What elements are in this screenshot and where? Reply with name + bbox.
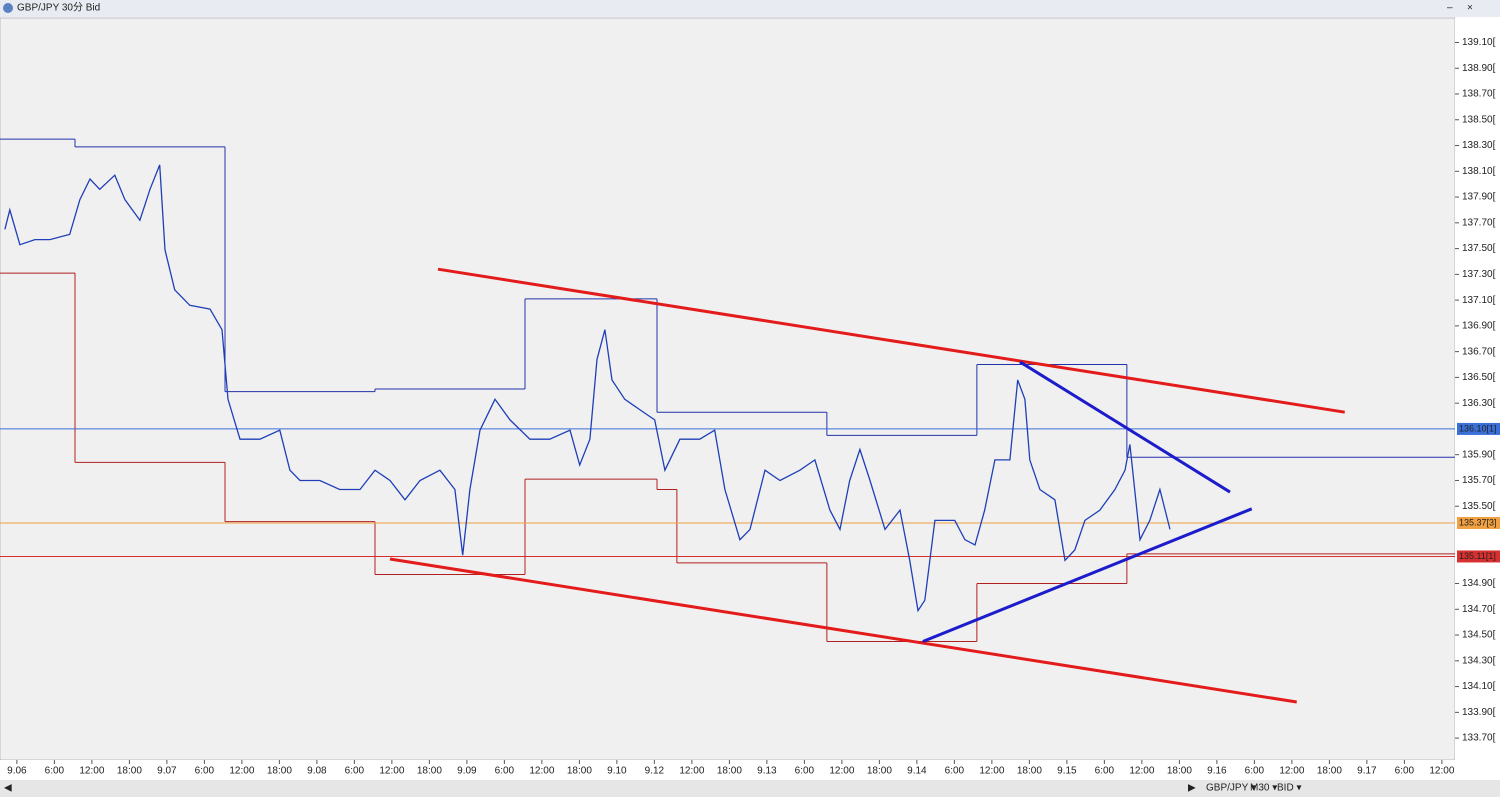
x-tick-label: 6:00: [945, 766, 965, 777]
x-tick-label: 6:00: [495, 766, 515, 777]
x-tick-label: 6:00: [795, 766, 815, 777]
y-tick-label: 139.10[: [1462, 37, 1496, 48]
x-tick-label: 6:00: [45, 766, 65, 777]
x-tick-label: 18:00: [1317, 766, 1342, 777]
x-tick-label: 18:00: [417, 766, 442, 777]
y-tick-label: 133.70[: [1462, 733, 1496, 744]
x-tick-label: 9.12: [645, 766, 665, 777]
y-tick-label: 136.50[: [1462, 372, 1496, 383]
time-axis: [0, 760, 1500, 780]
y-tick-label: 134.30[: [1462, 655, 1496, 666]
trendline: [389, 557, 1297, 704]
x-tick-label: 6:00: [1095, 766, 1115, 777]
y-tick-label: 136.90[: [1462, 321, 1496, 332]
y-tick-label: 137.90[: [1462, 192, 1496, 203]
x-tick-label: 9.10: [607, 766, 627, 777]
x-tick-label: 12:00: [679, 766, 704, 777]
x-tick-label: 6:00: [1395, 766, 1415, 777]
x-tick-label: 18:00: [867, 766, 892, 777]
x-tick-label: 6:00: [345, 766, 365, 777]
x-tick-label: 9.16: [1207, 766, 1227, 777]
price-axis: [1455, 18, 1500, 760]
y-tick-label: 134.70[: [1462, 604, 1496, 615]
window-title: GBP/JPY 30分 Bid: [17, 2, 100, 14]
scroll-right[interactable]: ▶: [1188, 783, 1196, 794]
side-selector[interactable]: BID ▾: [1277, 783, 1301, 794]
trendline: [437, 267, 1345, 414]
x-tick-label: 6:00: [195, 766, 215, 777]
price-line-series: [4, 164, 1171, 613]
minimize-button[interactable]: –: [1447, 3, 1453, 14]
x-tick-label: 18:00: [717, 766, 742, 777]
symbol-selector[interactable]: GBP/JPY ▾: [1206, 783, 1256, 794]
plot-area: [0, 17, 1456, 761]
price-tag: [1457, 422, 1500, 435]
x-tick-label: 18:00: [1167, 766, 1192, 777]
y-tick-label: 138.70[: [1462, 89, 1496, 100]
y-tick-label: 136.70[: [1462, 346, 1496, 357]
price-tag-label: 135.11[1]: [1459, 551, 1496, 561]
price-tag: [1457, 550, 1500, 563]
y-tick-label: 133.90[: [1462, 707, 1496, 718]
x-tick-label: 9.07: [157, 766, 177, 777]
x-tick-label: 18:00: [567, 766, 592, 777]
price-tag-label: 136.10[1]: [1459, 423, 1497, 433]
x-tick-label: 12:00: [829, 766, 854, 777]
x-tick-label: 12:00: [1129, 766, 1154, 777]
x-tick-label: 12:00: [1429, 766, 1454, 777]
x-tick-label: 9.08: [307, 766, 327, 777]
y-tick-label: 137.50[: [1462, 243, 1496, 254]
x-tick-label: 9.06: [7, 766, 27, 777]
y-tick-label: 138.30[: [1462, 140, 1496, 151]
y-tick-label: 135.90[: [1462, 449, 1496, 460]
trendline: [922, 507, 1253, 643]
y-tick-label: 137.30[: [1462, 269, 1496, 280]
x-tick-label: 9.15: [1057, 766, 1077, 777]
x-tick-label: 18:00: [267, 766, 292, 777]
x-tick-label: 12:00: [1279, 766, 1304, 777]
y-tick-label: 134.90[: [1462, 578, 1496, 589]
x-tick-label: 18:00: [117, 766, 142, 777]
y-tick-label: 134.10[: [1462, 681, 1496, 692]
y-tick-label: 138.50[: [1462, 114, 1496, 125]
x-tick-label: 6:00: [1245, 766, 1265, 777]
x-tick-label: 9.13: [757, 766, 777, 777]
y-tick-label: 136.30[: [1462, 398, 1496, 409]
y-tick-label: 134.50[: [1462, 630, 1496, 641]
x-tick-label: 9.09: [457, 766, 477, 777]
y-tick-label: 137.70[: [1462, 217, 1496, 228]
scroll-left[interactable]: ◀: [4, 783, 12, 794]
title-bar: [0, 0, 1500, 17]
trendline: [1019, 360, 1231, 494]
x-tick-label: 9.14: [907, 766, 927, 777]
x-tick-label: 12:00: [79, 766, 104, 777]
period-selector[interactable]: M30 ▾: [1250, 783, 1277, 794]
status-bar: [0, 780, 1500, 797]
y-tick-label: 135.70[: [1462, 475, 1496, 486]
y-tick-label: 138.90[: [1462, 63, 1496, 74]
x-tick-label: 12:00: [529, 766, 554, 777]
x-tick-label: 12:00: [379, 766, 404, 777]
y-tick-label: 137.10[: [1462, 295, 1496, 306]
price-tag-label: 135.37[3]: [1459, 517, 1497, 527]
y-tick-label: 135.50[: [1462, 501, 1496, 512]
close-button[interactable]: ×: [1467, 3, 1473, 14]
x-tick-label: 18:00: [1017, 766, 1042, 777]
price-tag: [1457, 516, 1500, 529]
x-tick-label: 9.17: [1357, 766, 1377, 777]
app-icon: [3, 3, 13, 13]
y-tick-label: 138.10[: [1462, 166, 1496, 177]
x-tick-label: 12:00: [979, 766, 1004, 777]
x-tick-label: 12:00: [229, 766, 254, 777]
